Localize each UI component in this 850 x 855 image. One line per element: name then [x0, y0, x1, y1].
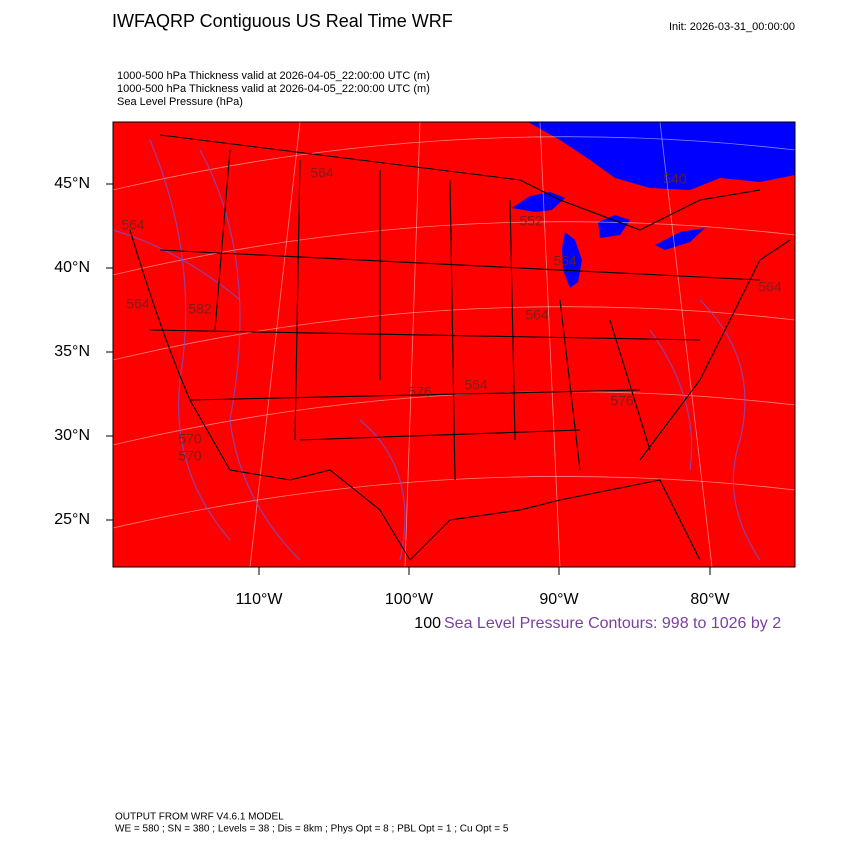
field-label: 1000-500 hPa Thickness valid at 2026-04-…: [117, 83, 430, 95]
map-ticks: 45°N 40°N 35°N 30°N 25°N 110°W 100°W 90°W 80°W: [54, 175, 730, 608]
footer-line: OUTPUT FROM WRF V4.6.1 MODEL: [115, 812, 284, 823]
contour-label: 564: [525, 307, 549, 323]
lake: [598, 215, 630, 238]
contour-label: 552: [519, 213, 543, 229]
lake: [562, 232, 582, 288]
borders: [129, 134, 791, 561]
footer-line: WE = 580 ; SN = 380 ; Levels = 38 ; Dis …: [115, 824, 509, 835]
contour-label: 582: [188, 301, 212, 317]
contour-label: 576: [610, 393, 634, 409]
contour-label: 564: [126, 296, 150, 312]
contour-label: 564: [758, 279, 782, 295]
lon-label: 110°W: [235, 591, 283, 608]
contour-label: 564: [121, 217, 145, 233]
contour-label: 540: [663, 171, 687, 187]
field-label: Sea Level Pressure (hPa): [117, 96, 243, 108]
contour-label: 564: [464, 377, 488, 393]
legend-text: Sea Level Pressure Contours: 998 to 1026…: [444, 615, 781, 632]
legend-scale: 100: [414, 615, 441, 632]
lon-label: 80°W: [690, 591, 730, 608]
lat-label: 25°N: [54, 511, 90, 528]
map-frame: [112, 121, 796, 568]
lat-label: 30°N: [54, 427, 90, 444]
pressure-contours: [113, 139, 761, 561]
lon-label: 100°W: [385, 591, 434, 608]
lat-label: 40°N: [54, 259, 90, 276]
lat-label: 45°N: [54, 175, 90, 192]
contour-label: 564: [553, 253, 577, 269]
lat-label: 35°N: [54, 343, 90, 360]
init-time: Init: 2026-03-31_00:00:00: [669, 21, 795, 33]
contour-label: 564: [310, 165, 334, 181]
lake: [655, 228, 705, 250]
contour-label: 576: [408, 384, 432, 400]
lake: [512, 192, 565, 212]
thickness-fill-low: [528, 122, 795, 190]
graticule: [113, 122, 795, 567]
map: [113, 122, 795, 567]
title: IWFAQRP Contiguous US Real Time WRF: [112, 11, 453, 31]
lon-label: 90°W: [539, 591, 579, 608]
field-label: 1000-500 hPa Thickness valid at 2026-04-…: [117, 70, 430, 82]
contour-label: 570: [178, 448, 202, 464]
contour-label: 570: [178, 431, 202, 447]
